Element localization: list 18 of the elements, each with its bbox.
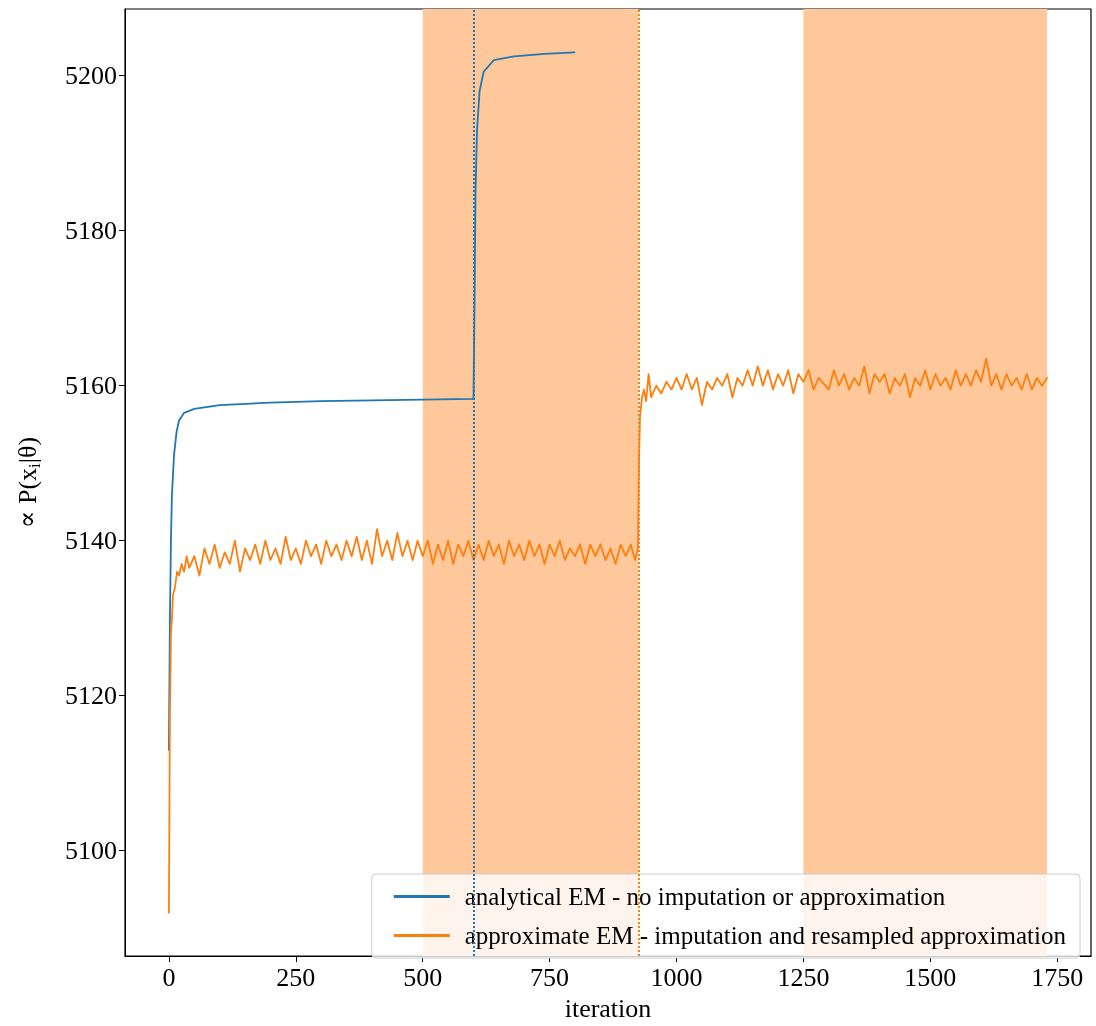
x-tick-label: 500 bbox=[403, 962, 443, 992]
x-tick-label: 250 bbox=[276, 962, 316, 992]
y-tick-label: 5160 bbox=[65, 371, 117, 401]
y-tick-label: 5140 bbox=[65, 526, 117, 556]
x-tick-label: 1500 bbox=[904, 962, 957, 992]
y-tick-label: 5180 bbox=[65, 216, 117, 246]
x-tick-label: 1750 bbox=[1031, 962, 1084, 992]
legend-label: analytical EM - no imputation or approximation bbox=[464, 883, 946, 910]
x-tick-label: 0 bbox=[162, 962, 176, 992]
x-tick-label: 1250 bbox=[777, 962, 830, 992]
legend-label: approximate EM - imputation and resampled approximation bbox=[464, 922, 1067, 949]
y-tick-label: 5120 bbox=[65, 681, 117, 711]
y-axis-title: ∝ P(xi|θ) bbox=[13, 436, 44, 529]
x-axis-title: iteration bbox=[564, 993, 652, 1023]
y-tick-label: 5100 bbox=[65, 836, 117, 866]
x-tick-label: 1000 bbox=[650, 962, 703, 992]
x-tick-label: 750 bbox=[530, 962, 570, 992]
y-tick-label: 5200 bbox=[65, 61, 117, 91]
